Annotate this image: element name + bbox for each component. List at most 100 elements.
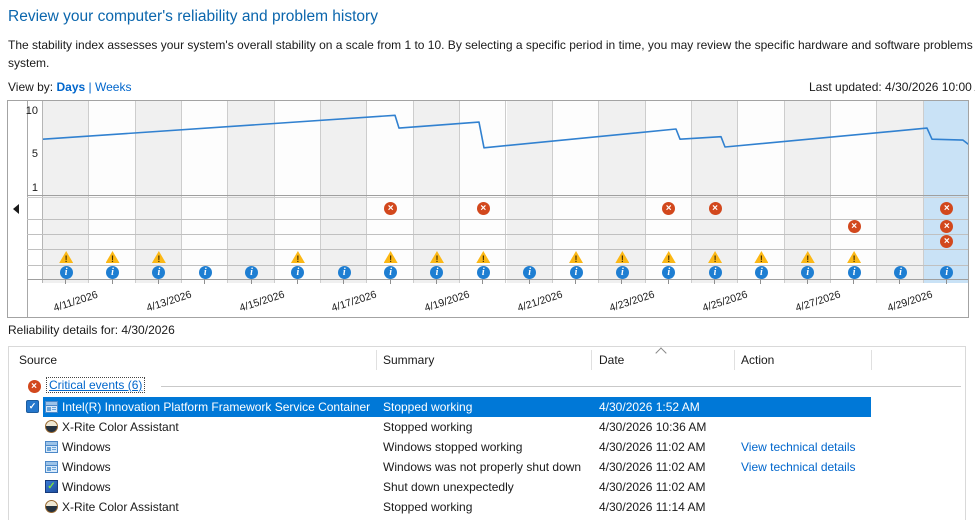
critical-event-icon: × [708, 201, 722, 215]
date-tick [482, 279, 484, 284]
date-cell: 4/30/2026 10:36 AM [599, 420, 707, 434]
date-label: 4/19/2026 [422, 288, 472, 315]
summary-cell: Windows was not properly shut down [383, 460, 582, 474]
xrite-app-icon [45, 500, 58, 513]
table-row[interactable]: X-Rite Color Assistant Stopped working 4/3… [9, 417, 965, 437]
day-column-4/13/2026[interactable]: ! i [135, 101, 183, 283]
information-event-icon: i [940, 265, 954, 279]
date-tick [714, 279, 716, 284]
column-header-action[interactable]: Action [741, 353, 775, 367]
day-column-4/30/2026[interactable]: × × × i [923, 101, 968, 283]
column-header-date[interactable]: Date [599, 353, 625, 367]
day-column-4/29/2026[interactable]: i [877, 101, 924, 283]
date-label: 4/15/2026 [237, 288, 286, 315]
date-tick [343, 279, 345, 284]
row-checkbox[interactable]: ✓ [26, 400, 39, 413]
table-row[interactable]: ✓ Windows Shut down unexpectedly 4/30/2026 … [9, 477, 965, 497]
date-tick [389, 279, 391, 284]
table-row[interactable]: Windows Windows was not properly shut dow… [9, 457, 965, 477]
warning-event-icon: ! [290, 251, 305, 263]
chart-scroll-left-button[interactable] [8, 101, 28, 317]
details-table: Source Summary Date Action × Critical ev… [8, 346, 966, 520]
table-row[interactable]: ✓ Intel(R) Innovation Platform Framework … [9, 397, 965, 417]
grid-line [27, 279, 968, 280]
view-technical-details-link[interactable]: View technical details [741, 440, 856, 454]
table-row[interactable]: Windows Windows stopped working 4/30/2026 … [9, 437, 965, 457]
source-cell: Windows [62, 440, 111, 454]
day-column-4/16/2026[interactable]: ! i [274, 101, 322, 283]
column-header-source[interactable]: Source [19, 353, 58, 367]
day-column-4/18/2026[interactable]: ×! i [367, 101, 414, 283]
day-column-4/22/2026[interactable]: ! i [552, 101, 600, 283]
information-event-icon: i [152, 265, 166, 279]
summary-cell: Stopped working [383, 400, 473, 414]
warning-event-icon: ! [800, 251, 815, 263]
information-event-icon: i [708, 265, 722, 279]
date-tick [575, 279, 577, 284]
grid-line [27, 197, 968, 198]
critical-event-icon: × [476, 201, 490, 215]
description-line2: system. [8, 56, 50, 70]
date-cell: 4/30/2026 11:02 AM [599, 460, 706, 474]
day-column-4/26/2026[interactable]: ! i [738, 101, 785, 283]
day-column-4/12/2026[interactable]: ! i [89, 101, 136, 283]
day-column-4/28/2026[interactable]: ×! i [830, 101, 878, 283]
day-columns: ! i! i! i i i! i i ×! i! i ×! i i! i! i ×! i ×! i! i! i ×! i i × ×… [42, 101, 968, 283]
date-cell: 4/30/2026 11:14 AM [599, 500, 706, 514]
information-event-icon: i [476, 265, 490, 279]
information-event-icon: i [523, 265, 537, 279]
warning-event-icon: ! [476, 251, 491, 263]
day-column-4/15/2026[interactable]: i [228, 101, 275, 283]
date-label: 4/21/2026 [515, 288, 564, 315]
source-cell: Intel(R) Innovation Platform Framework S… [62, 400, 371, 414]
day-column-4/19/2026[interactable]: ! i [413, 101, 461, 283]
source-cell: X-Rite Color Assistant [62, 420, 179, 434]
warning-event-icon: ! [429, 251, 444, 263]
stability-chart: 10 5 1 ! i! i! i i i! i i ×! i! i ×! i i! i! i ×! i ×! i! i! i ×… [7, 100, 969, 318]
critical-event-icon: × [940, 235, 954, 248]
day-column-4/25/2026[interactable]: ×! i [691, 101, 739, 283]
warning-event-icon: ! [59, 251, 74, 263]
day-column-4/17/2026[interactable]: i [321, 101, 368, 283]
grid-line [27, 265, 968, 266]
date-label: 4/17/2026 [330, 288, 379, 315]
warning-event-icon: ! [105, 251, 120, 263]
view-by-label: View by: [8, 80, 54, 94]
column-header-summary[interactable]: Summary [383, 353, 435, 367]
view-by-days-link[interactable]: Days [56, 80, 86, 94]
date-tick [621, 279, 623, 284]
day-column-4/14/2026[interactable]: i [182, 101, 229, 283]
application-window-icon [45, 461, 58, 473]
group-rule-line [161, 386, 961, 387]
day-column-4/24/2026[interactable]: ×! i [645, 101, 692, 283]
grid-line [27, 219, 968, 220]
day-column-4/27/2026[interactable]: ! i [784, 101, 831, 283]
critical-events-group-link[interactable]: Critical events (6) [46, 377, 146, 393]
date-label: 4/29/2026 [886, 288, 935, 315]
day-column-4/23/2026[interactable]: ! i [599, 101, 646, 283]
information-event-icon: i [106, 265, 120, 279]
day-column-4/20/2026[interactable]: ×! i [460, 101, 507, 283]
information-event-icon: i [430, 265, 444, 279]
y-axis-tick-label: 1 [31, 182, 38, 195]
day-column-4/21/2026[interactable]: i [506, 101, 553, 283]
view-technical-details-link[interactable]: View technical details [741, 460, 856, 474]
xrite-app-icon [45, 420, 58, 433]
application-window-icon [45, 441, 58, 453]
warning-event-icon: ! [661, 251, 676, 263]
warning-event-icon: ! [151, 251, 166, 263]
table-row[interactable]: X-Rite Color Assistant Stopped working 4/3… [9, 497, 965, 517]
day-column-4/11/2026[interactable]: ! i [43, 101, 90, 283]
view-by-weeks-link[interactable]: Weeks [94, 80, 132, 94]
date-label: 4/27/2026 [793, 288, 842, 315]
view-by-switcher: View by: Days | Weeks [8, 80, 131, 94]
warning-event-icon: ! [754, 251, 769, 263]
date-tick [157, 279, 159, 284]
information-event-icon: i [59, 265, 73, 279]
date-tick [945, 279, 947, 284]
source-cell: X-Rite Color Assistant [62, 500, 179, 514]
information-event-icon: i [245, 265, 259, 279]
summary-cell: Stopped working [383, 500, 473, 514]
grid-line [27, 195, 968, 196]
